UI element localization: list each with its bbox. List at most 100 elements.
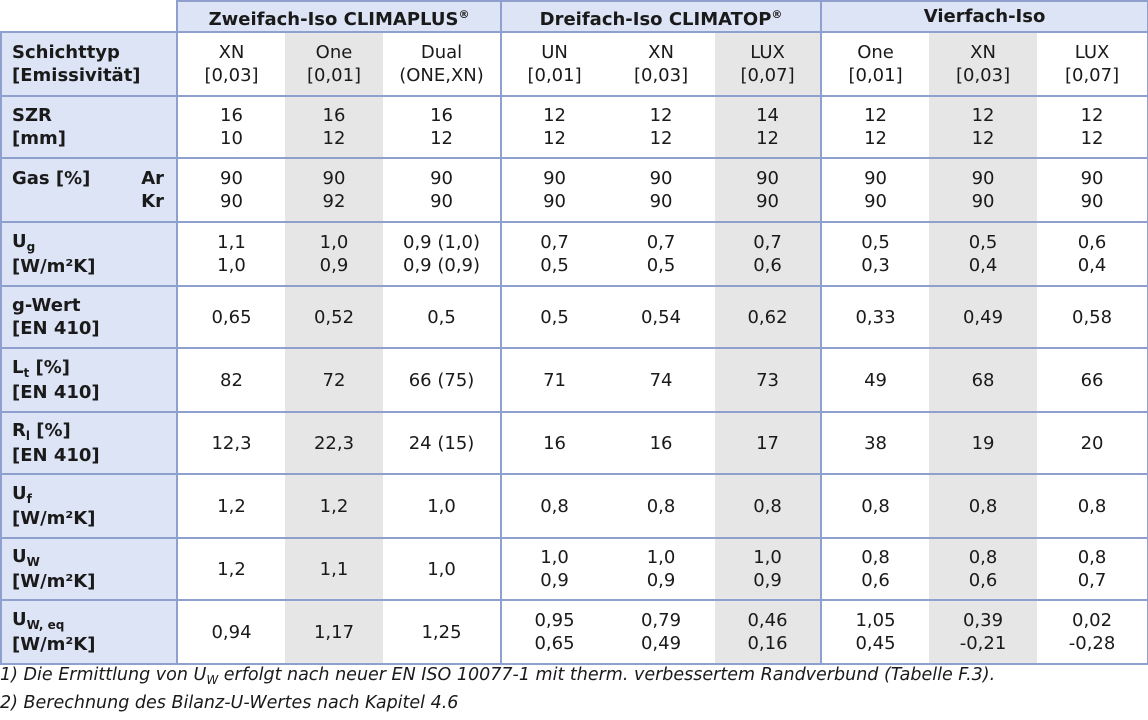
cell-line2: 0,45 xyxy=(855,633,896,654)
cell-value: 0,49 xyxy=(962,306,1004,328)
cell-gwert-4: 0,5 xyxy=(500,285,608,349)
cell-line2: 10 xyxy=(220,128,243,149)
cell-value: 0,52 xyxy=(313,306,355,328)
row-label-line1: Gas [%] Ar xyxy=(12,168,164,189)
cell-line2: 12 xyxy=(1080,128,1104,149)
group-header-3: Vierfach-Iso xyxy=(820,0,1148,33)
cell-line2: [0,01] xyxy=(527,65,582,86)
cell-line2: 0,9 xyxy=(540,570,569,591)
cell-schichttyp-3: Dual (ONE,XN) xyxy=(383,31,503,97)
cell-line2: 0,9 (0,9) xyxy=(403,255,481,276)
cell-uf-9: 0,8 xyxy=(1037,473,1148,539)
cell-line2: 12 xyxy=(430,128,453,149)
cell-line2: [0,03] xyxy=(633,65,689,86)
empty-corner xyxy=(1,1,177,32)
row-uw: UW [W/m²K] 1,2 1,1 1,0 1,0 0,9 1,0 0,9 1,0 0,9 0,8 0… xyxy=(0,537,1148,601)
group-header-row: Zweifach-Iso CLIMAPLUS® Dreifach-Iso CLIM… xyxy=(1,0,1148,33)
cell-gas-5: 90 90 xyxy=(607,157,716,223)
cell-value: 73 xyxy=(756,369,779,391)
cell-line1: XN xyxy=(970,42,996,63)
specification-table: Zweifach-Iso CLIMAPLUS® Dreifach-Iso CLIM… xyxy=(0,0,1148,665)
cell-line1: 0,79 xyxy=(640,610,682,631)
row-label-lt: Lt [%] [EN 410] xyxy=(0,347,178,413)
cell-value: 17 xyxy=(756,432,779,454)
cell-szr-9: 12 12 xyxy=(1037,95,1148,159)
cell-uweq-7: 1,05 0,45 xyxy=(820,599,930,665)
row-label-line1: UW xyxy=(12,546,40,569)
cell-line1: 90 xyxy=(864,168,887,189)
cell-gas-1: 90 90 xyxy=(176,157,285,223)
cell-schichttyp-5: XN [0,03] xyxy=(607,31,716,97)
row-label-line2: [W/m²K] xyxy=(12,634,96,655)
cell-line1: One xyxy=(857,42,894,63)
cell-value: 22,3 xyxy=(313,432,355,454)
cell-rl-3: 24 (15) xyxy=(383,411,503,475)
cell-line2: 0,16 xyxy=(747,633,788,654)
group-title: Dreifach-Iso CLIMATOP xyxy=(539,8,772,30)
cell-line1: 0,8 xyxy=(1077,547,1107,568)
cell-line2: 0,5 xyxy=(646,255,676,276)
row-label-line1: g-Wert xyxy=(12,295,81,316)
cell-szr-8: 12 12 xyxy=(929,95,1038,159)
cell-ug-3: 0,9 (1,0) 0,9 (0,9) xyxy=(383,221,503,287)
cell-uf-8: 0,8 xyxy=(929,473,1038,539)
cell-line1: 1,05 xyxy=(855,610,896,631)
cell-uw-1: 1,2 xyxy=(176,537,285,601)
cell-uweq-5: 0,79 0,49 xyxy=(607,599,716,665)
cell-lt-8: 68 xyxy=(929,347,1038,413)
cell-line2: 0,6 xyxy=(861,570,890,591)
cell-value: 12,3 xyxy=(211,432,252,454)
row-label-line2: [EN 410] xyxy=(12,318,100,339)
cell-line1: 0,9 (1,0) xyxy=(403,232,481,253)
cell-value: 0,62 xyxy=(747,306,788,328)
cell-value: 0,8 xyxy=(968,495,998,517)
cell-uf-5: 0,8 xyxy=(607,473,716,539)
row-label-line2: [W/m²K] xyxy=(12,571,96,592)
cell-value: 68 xyxy=(971,369,995,391)
cell-line1: 90 xyxy=(971,168,995,189)
row-label-line1: Schichttyp xyxy=(12,42,120,63)
cell-schichttyp-4: UN [0,01] xyxy=(500,31,608,97)
cell-value: 0,8 xyxy=(540,495,569,517)
cell-line2: 0,6 xyxy=(968,570,998,591)
cell-line2: 0,5 xyxy=(540,255,569,276)
group-header-1: Zweifach-Iso CLIMAPLUS® xyxy=(175,0,503,33)
cell-gas-2: 90 92 xyxy=(285,157,383,223)
cell-uf-3: 1,0 xyxy=(383,473,503,539)
cell-line2: 12 xyxy=(756,128,779,149)
cell-line1: 0,39 xyxy=(962,610,1004,631)
cell-lt-3: 66 (75) xyxy=(383,347,503,413)
cell-rl-8: 19 xyxy=(929,411,1038,475)
cell-line1: 12 xyxy=(864,105,887,126)
cell-szr-4: 12 12 xyxy=(500,95,608,159)
row-gas: Gas [%] Ar Kr 90 90 90 92 90 90 90 90 90 90 90 90 90 90 9… xyxy=(0,157,1148,223)
cell-line2: 0,49 xyxy=(640,633,682,654)
cell-line2: 0,65 xyxy=(534,633,575,654)
cell-gwert-1: 0,65 xyxy=(176,285,285,349)
cell-szr-2: 16 12 xyxy=(285,95,383,159)
footnotes: 1) Die Ermittlung von UW erfolgt nach ne… xyxy=(0,662,995,717)
cell-value: 16 xyxy=(649,432,673,454)
cell-line1: 1,0 xyxy=(319,232,349,253)
cell-value: 16 xyxy=(543,432,566,454)
row-label-line2: [mm] xyxy=(12,128,66,149)
cell-ug-9: 0,6 0,4 xyxy=(1037,221,1148,287)
registered-mark: ® xyxy=(771,7,783,21)
cell-line2: 90 xyxy=(971,191,995,212)
row-label-line1: Lt [%] xyxy=(12,357,70,380)
cell-value: 0,8 xyxy=(753,495,782,517)
cell-ug-8: 0,5 0,4 xyxy=(929,221,1038,287)
cell-line2: -0,28 xyxy=(1068,633,1116,654)
cell-uweq-4: 0,95 0,65 xyxy=(500,599,608,665)
cell-line1: 0,46 xyxy=(747,610,788,631)
cell-line1: 16 xyxy=(322,105,346,126)
cell-lt-1: 82 xyxy=(176,347,285,413)
cell-line2: 12 xyxy=(322,128,346,149)
cell-line2: 0,9 xyxy=(753,570,782,591)
row-schichttyp: Schichttyp [Emissivität] XN [0,03] One [0,01]… xyxy=(0,31,1148,97)
cell-ug-4: 0,7 0,5 xyxy=(500,221,608,287)
row-label-gwert: g-Wert [EN 410] xyxy=(0,285,178,349)
cell-line2: 90 xyxy=(756,191,779,212)
cell-gas-7: 90 90 xyxy=(820,157,930,223)
